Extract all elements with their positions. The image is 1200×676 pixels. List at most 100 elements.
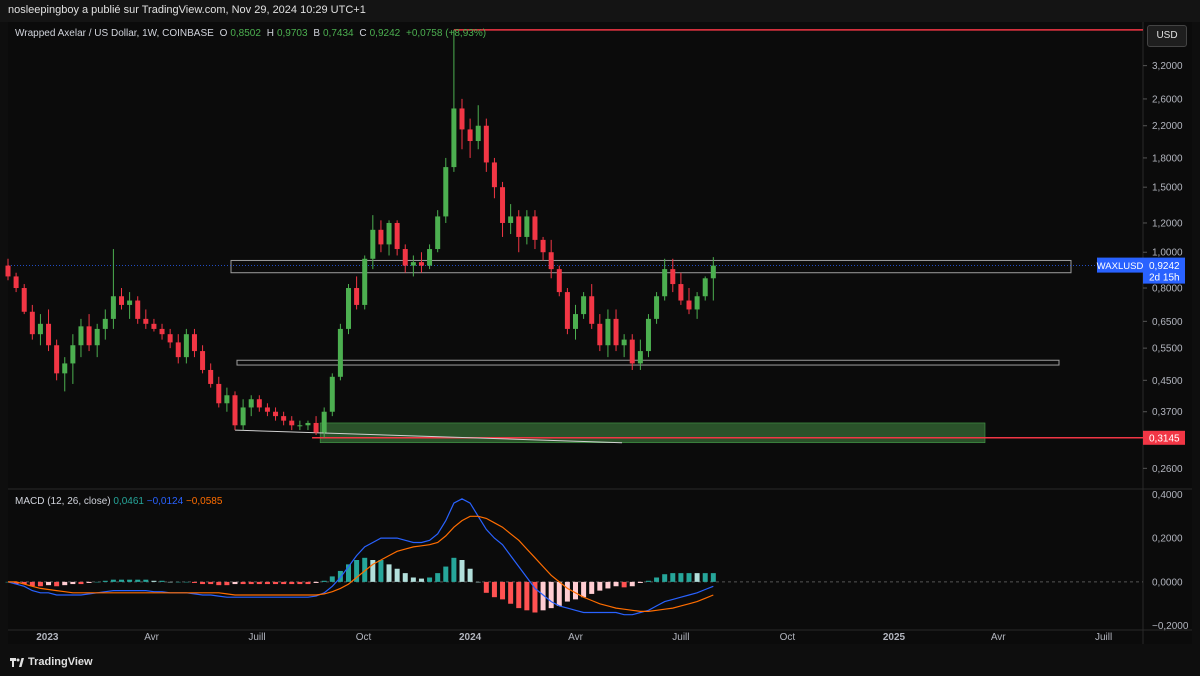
candle-body <box>427 249 433 266</box>
candle-body <box>167 334 173 343</box>
candle-body <box>208 369 214 384</box>
legend-low: 0,7434 <box>323 28 354 39</box>
macd-histogram-bar <box>86 581 92 583</box>
candle <box>402 244 408 273</box>
candle-body <box>289 420 295 426</box>
candle <box>605 309 611 358</box>
candle <box>337 323 343 381</box>
macd-histogram-bar <box>175 581 181 583</box>
candle <box>467 118 473 158</box>
candle <box>110 249 116 329</box>
currency-button[interactable]: USD <box>1147 25 1187 47</box>
candle <box>532 210 538 250</box>
candle-body <box>62 363 68 374</box>
macd-histogram-bar <box>21 581 27 585</box>
macd-histogram-bar <box>710 573 716 582</box>
macd-histogram-bar <box>281 581 287 585</box>
candle <box>200 345 206 374</box>
candle <box>702 276 708 301</box>
candle-body <box>321 411 327 433</box>
candle <box>264 403 270 417</box>
macd-histogram-bar <box>548 581 554 609</box>
candles-layer <box>5 29 716 438</box>
macd-histogram-bar <box>467 568 473 582</box>
macd-histogram-bar <box>321 580 327 582</box>
macd-histogram-bar <box>62 581 68 586</box>
macd-histogram-bar <box>370 560 376 582</box>
candle-body <box>143 318 149 324</box>
macd-histogram-bar <box>37 581 43 587</box>
axes-layer: 3,2000 2,6000 2,2000 1,8000 1,5000 1,2000 1,00… <box>36 61 1189 643</box>
candle <box>37 314 43 346</box>
macd-line <box>7 498 714 616</box>
candle <box>46 309 52 352</box>
macd-title: MACD (12, 26, close) <box>15 496 111 507</box>
candle-body <box>589 296 595 324</box>
candle-body <box>370 229 376 259</box>
candle-body <box>264 407 270 412</box>
macd-histogram-bar <box>637 581 643 583</box>
macd-histogram-bar <box>208 581 214 585</box>
candle-body <box>224 395 230 404</box>
macd-histogram-bar <box>662 574 668 582</box>
candle-body <box>402 249 408 266</box>
symbol-tag-text: WAXLUSD <box>1097 261 1144 272</box>
candle <box>637 339 643 370</box>
legend-high-label: H <box>266 28 274 39</box>
candle <box>191 328 197 358</box>
candle <box>273 407 279 421</box>
candle <box>427 244 433 270</box>
candle-body <box>459 108 465 130</box>
upper-range-box <box>230 259 1072 274</box>
candle-body <box>329 376 335 412</box>
macd-tick-label: 0,4000 <box>1152 490 1183 501</box>
candle-body <box>13 276 19 289</box>
macd-histogram-bar <box>337 570 343 582</box>
candle <box>694 292 700 319</box>
candle <box>127 292 133 319</box>
tradingview-logo[interactable]: TradingView <box>10 656 93 668</box>
candle <box>394 220 400 256</box>
candle <box>540 236 546 261</box>
candle <box>313 416 319 436</box>
macd-histogram-bar <box>224 581 230 586</box>
candle <box>629 334 635 370</box>
candle-body <box>54 345 60 374</box>
macd-histogram-bar <box>402 573 408 582</box>
price-tick-label: 1,2000 <box>1152 218 1183 229</box>
macd-histogram-bar <box>362 557 368 582</box>
candle <box>183 328 189 364</box>
candle-body <box>305 422 311 426</box>
macd-histogram-bar <box>273 581 279 585</box>
macd-histogram-bar <box>435 573 441 582</box>
time-tick-label: Juill <box>1095 632 1112 643</box>
macd-histogram-bar <box>629 581 635 587</box>
candle <box>654 292 660 324</box>
candle-body <box>70 345 76 364</box>
macd-histogram-bar <box>70 581 76 585</box>
candle-body <box>354 288 360 305</box>
candle <box>70 334 76 384</box>
macd-histogram-bar <box>410 577 416 582</box>
publish-text: nosleepingboy a publié sur TradingView.c… <box>8 4 366 16</box>
candle <box>573 304 578 340</box>
candle-body <box>102 318 108 329</box>
candle <box>135 296 141 324</box>
candle-body <box>313 422 319 433</box>
candle <box>621 334 627 358</box>
legend-close-label: C <box>359 28 367 39</box>
candle-body <box>605 318 611 346</box>
macd-histogram-bar <box>686 573 692 582</box>
macd-histogram-bar <box>427 577 433 582</box>
signal-line <box>8 515 714 612</box>
candle <box>232 391 238 431</box>
candle <box>5 258 11 281</box>
macd-histogram-bar <box>159 580 165 582</box>
macd-histogram-bar <box>459 560 465 582</box>
macd-histogram-bar <box>216 581 222 586</box>
signal-value: −0,0124 <box>146 496 184 507</box>
candle-body <box>556 269 562 293</box>
candle <box>548 239 554 279</box>
